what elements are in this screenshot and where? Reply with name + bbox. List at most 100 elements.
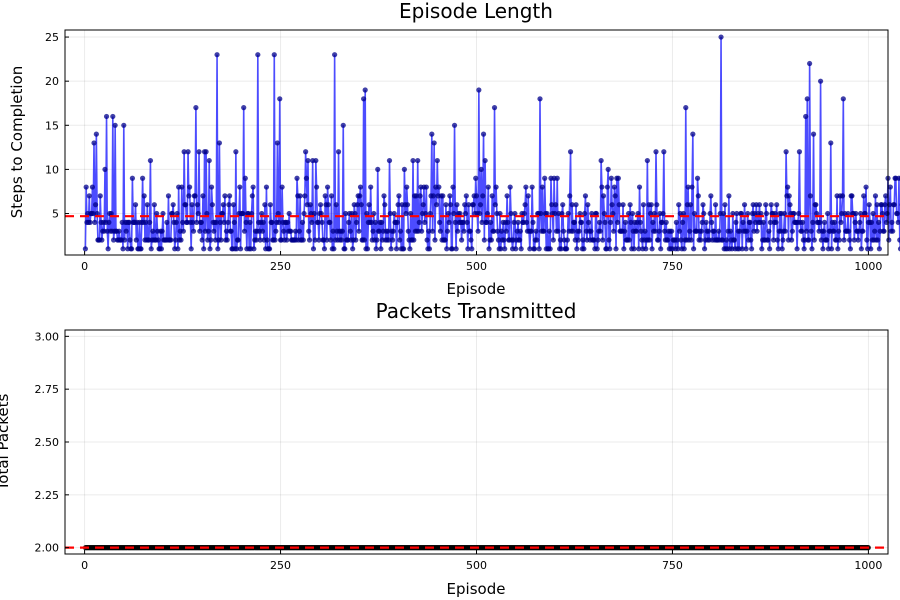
- data-point: [173, 219, 179, 225]
- data-point: [882, 202, 888, 208]
- data-point: [810, 131, 817, 137]
- data-point: [413, 193, 419, 199]
- data-point: [91, 140, 97, 146]
- data-point: [325, 202, 331, 208]
- data-point: [690, 131, 696, 137]
- data-point: [242, 175, 248, 181]
- data-point: [347, 228, 353, 234]
- data-point: [512, 210, 518, 217]
- data-point: [138, 246, 144, 252]
- data-point: [397, 237, 403, 243]
- data-point: [488, 237, 494, 243]
- data-point: [204, 210, 210, 217]
- data-point: [513, 246, 519, 252]
- data-point: [404, 184, 410, 190]
- chart-title: Episode Length: [399, 0, 553, 23]
- data-point: [680, 210, 687, 217]
- y-tick-label: 25: [45, 31, 59, 44]
- data-point: [847, 246, 853, 252]
- data-point: [164, 219, 170, 225]
- data-point: [262, 202, 268, 208]
- data-point: [121, 122, 127, 128]
- data-point: [473, 175, 479, 181]
- data-point: [625, 210, 632, 217]
- data-point: [457, 210, 463, 217]
- data-point: [709, 219, 715, 225]
- data-point: [305, 157, 311, 164]
- data-point: [675, 246, 681, 252]
- data-point: [875, 219, 882, 225]
- data-point: [845, 210, 851, 217]
- data-point: [783, 149, 789, 155]
- data-point: [676, 228, 683, 234]
- data-point: [116, 228, 122, 234]
- data-point: [891, 202, 897, 208]
- data-point: [269, 219, 275, 225]
- data-point: [328, 193, 335, 199]
- data-point: [694, 175, 701, 181]
- packets-transmitted-panel: Packets Transmitted 0 250 500 750 1000 2.002…: [0, 299, 889, 598]
- data-point: [517, 228, 523, 234]
- data-point: [730, 210, 736, 217]
- data-point: [612, 193, 618, 199]
- data-point: [426, 228, 432, 234]
- data-point: [183, 202, 189, 208]
- data-point: [259, 210, 265, 217]
- data-point: [553, 202, 559, 208]
- data-point: [465, 246, 471, 252]
- data-point: [484, 210, 491, 217]
- data-point: [340, 122, 346, 128]
- data-point: [235, 237, 241, 243]
- data-point: [701, 246, 708, 252]
- data-point: [292, 228, 299, 234]
- data-point: [796, 210, 802, 217]
- data-point: [97, 193, 103, 199]
- data-point: [368, 219, 375, 225]
- data-point: [362, 87, 368, 93]
- x-tick-label: 250: [270, 559, 291, 572]
- x-tick-label: 0: [81, 260, 88, 273]
- data-point: [525, 193, 531, 199]
- data-point: [193, 105, 199, 111]
- y-tick-label: 5: [52, 208, 59, 221]
- data-point: [328, 237, 334, 243]
- data-point: [589, 210, 595, 217]
- data-point: [451, 210, 457, 217]
- data-point: [861, 193, 867, 199]
- data-point: [565, 210, 571, 217]
- data-point: [353, 219, 360, 225]
- data-point: [129, 246, 135, 252]
- data-point: [582, 210, 588, 217]
- data-point: [411, 237, 417, 243]
- data-point: [644, 157, 650, 164]
- data-point: [391, 210, 397, 217]
- data-point: [461, 228, 467, 234]
- data-point: [705, 228, 712, 234]
- data-point: [517, 237, 523, 243]
- data-point: [585, 202, 591, 208]
- data-point: [796, 149, 803, 155]
- data-point: [366, 202, 372, 208]
- data-point: [225, 219, 231, 225]
- data-point: [578, 219, 585, 225]
- data-point: [364, 246, 371, 252]
- data-point: [469, 246, 475, 252]
- data-point: [560, 228, 567, 234]
- data-point: [534, 237, 540, 243]
- data-point: [674, 237, 680, 243]
- data-point: [264, 237, 270, 243]
- data-point: [511, 219, 517, 225]
- data-point: [260, 219, 266, 225]
- data-point: [738, 210, 745, 217]
- data-point: [194, 202, 201, 208]
- data-point: [712, 202, 719, 208]
- data-point: [408, 210, 414, 217]
- data-point: [523, 184, 529, 190]
- y-axis-ticks: 2.00 2.25 2.50 2.75 3.00: [35, 330, 69, 555]
- y-tick-label: 2.50: [35, 436, 60, 449]
- data-point: [186, 193, 192, 199]
- data-point: [332, 52, 338, 58]
- data-point: [201, 246, 207, 252]
- data-point: [86, 193, 92, 199]
- data-point: [82, 246, 88, 252]
